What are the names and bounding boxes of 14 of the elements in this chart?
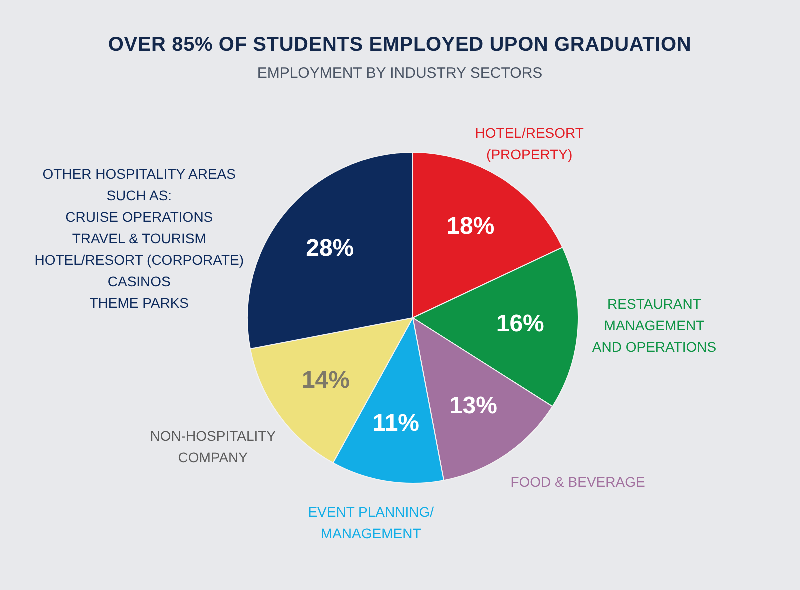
data-label: 28% — [306, 235, 354, 262]
slice-label: FOOD & BEVERAGE — [510, 474, 646, 490]
slice-label: OTHER HOSPITALITY AREAS SUCH AS: CRUISE OPERATIONS TRAVEL & TOURISM HOTEL/RESORT (CORPORATE) CASINOS THEME PARKS — [34, 166, 244, 311]
data-label: 16% — [496, 310, 544, 338]
slice-label: EVENT PLANNING/ MANAGEMENT — [308, 504, 434, 542]
chart-title: OVER 85% OF STUDENTS EMPLOYED UPON GRADUATION — [107, 33, 693, 57]
slice-label: NON-HOSPITALITY COMPANY — [150, 428, 277, 466]
data-label: 18% — [446, 212, 495, 240]
data-label: 14% — [302, 366, 350, 394]
slice-label: RESTAURANT MANAGEMENT AND OPERATIONS — [592, 296, 717, 355]
slice-label: HOTEL/RESORT (PROPERTY) — [475, 125, 584, 163]
data-label: 13% — [449, 392, 498, 420]
chart-subtitle: EMPLOYMENT BY INDUSTRY SECTORS — [256, 65, 544, 83]
data-label: 11% — [372, 410, 420, 437]
